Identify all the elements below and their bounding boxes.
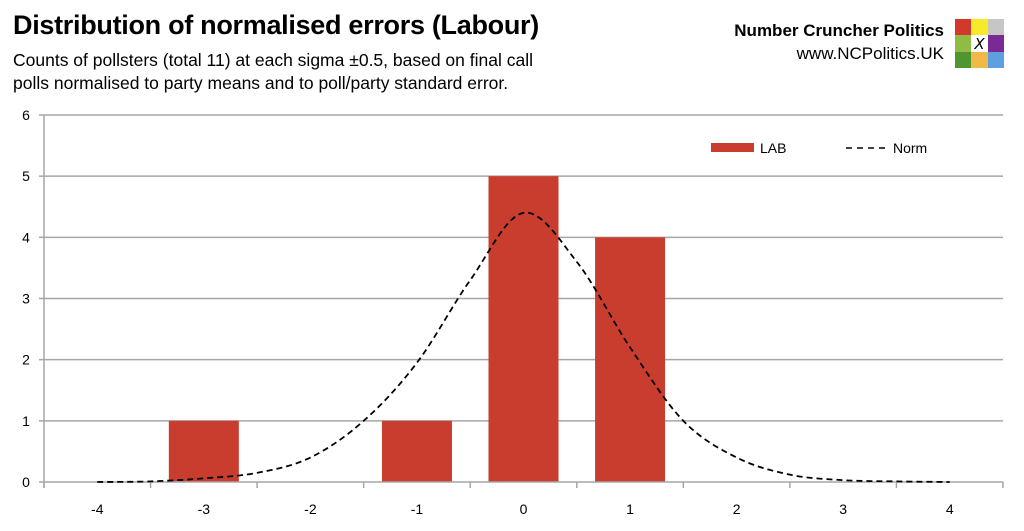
x-tick-label: 3: [839, 501, 847, 517]
x-tick-label: -1: [411, 501, 424, 517]
y-tick-label: 6: [22, 107, 30, 123]
chart-title: Distribution of normalised errors (Labou…: [13, 10, 539, 40]
logo-tile: [955, 19, 972, 36]
x-tick-label: -2: [304, 501, 317, 517]
x-tick-label: 1: [626, 501, 634, 517]
brand-block: Number Cruncher Politics www.NCPolitics.…: [734, 20, 944, 66]
y-tick-label: 4: [22, 229, 30, 245]
y-tick-label: 0: [22, 474, 30, 490]
logo-tile: [987, 35, 1004, 52]
x-tick-label: -4: [91, 501, 104, 517]
brand-url: www.NCPolitics.UK: [796, 44, 944, 63]
bar-lab: [488, 176, 559, 482]
subtitle-line-1: Counts of pollsters (total 11) at each s…: [13, 50, 533, 70]
x-tick-label: 4: [946, 501, 954, 517]
logo-tile: X: [971, 35, 988, 53]
logo-tile: [987, 19, 1004, 36]
legend-label-norm: Norm: [893, 140, 927, 156]
bar-lab: [168, 420, 239, 482]
logo-tile: [971, 51, 988, 68]
norm-curve: [97, 211, 950, 483]
legend-label-lab: LAB: [760, 140, 786, 156]
chart-subtitle: Counts of pollsters (total 11) at each s…: [13, 49, 533, 95]
ncp-logo-icon: X: [955, 19, 1004, 68]
brand-name: Number Cruncher Politics: [734, 21, 944, 40]
logo-tile: [955, 51, 972, 68]
y-tick-label: 5: [22, 168, 30, 184]
bar-lab: [595, 237, 666, 482]
logo-tile: [987, 51, 1004, 68]
y-tick-label: 2: [22, 352, 30, 368]
y-tick-label: 3: [22, 291, 30, 307]
logo-tile: [955, 35, 972, 52]
y-tick-label: 1: [22, 413, 30, 429]
bar-lab: [381, 420, 452, 482]
subtitle-line-2: polls normalised to party means and to p…: [13, 73, 509, 93]
logo-tile: [971, 19, 988, 36]
x-tick-label: 2: [733, 501, 741, 517]
legend-bar-swatch: [711, 143, 754, 152]
x-tick-label: -3: [198, 501, 211, 517]
x-tick-label: 0: [520, 501, 528, 517]
